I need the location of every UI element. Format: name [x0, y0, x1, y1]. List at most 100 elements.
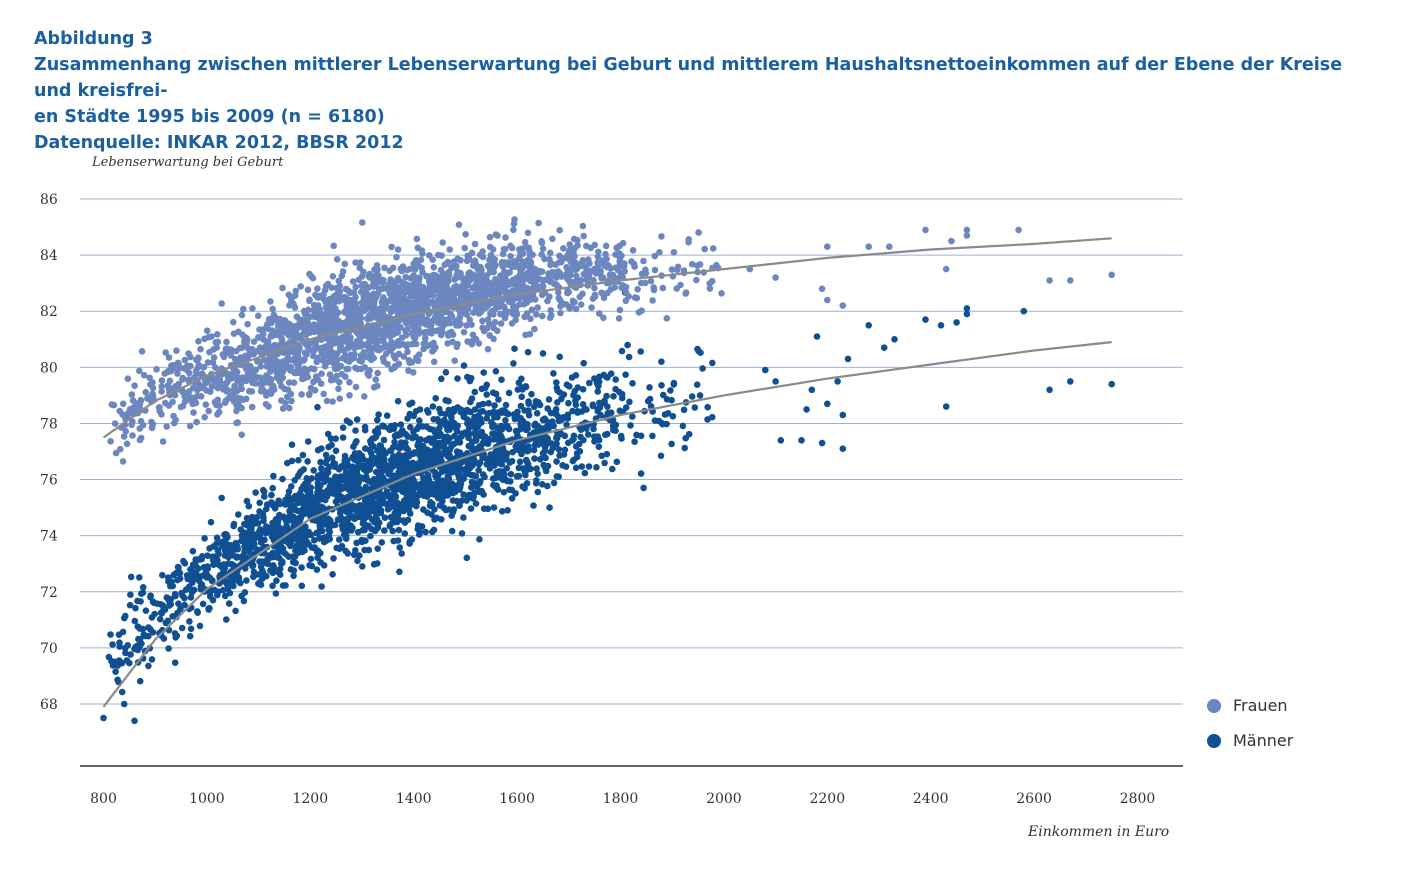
data-point-frauen: [619, 239, 627, 247]
data-point-maenner: [251, 540, 258, 548]
data-point-frauen: [107, 438, 114, 445]
data-point-frauen: [357, 259, 364, 266]
data-point-maenner: [270, 472, 277, 480]
data-point-maenner: [532, 420, 539, 428]
data-point-maenner: [301, 537, 308, 545]
data-point-maenner: [206, 593, 214, 600]
data-point-maenner: [149, 629, 157, 636]
data-point-maenner: [492, 368, 500, 375]
data-point-maenner: [464, 431, 471, 439]
data-point-frauen: [647, 277, 655, 285]
data-point-frauen: [119, 400, 127, 408]
data-point-maenner: [118, 688, 126, 696]
data-point-maenner: [291, 477, 299, 484]
data-point-maenner: [307, 555, 315, 563]
data-point-maenner: [159, 571, 166, 579]
data-point-frauen: [343, 321, 350, 328]
data-point-frauen: [824, 243, 831, 250]
legend-swatch-frauen: [1207, 698, 1221, 713]
data-point-maenner: [354, 557, 361, 565]
data-point-frauen: [454, 268, 462, 276]
data-point-maenner: [112, 668, 119, 675]
data-point-frauen: [353, 338, 361, 345]
data-point-frauen: [522, 331, 529, 339]
data-point-maenner: [589, 402, 597, 410]
data-point-maenner: [306, 562, 313, 569]
data-point-maenner: [585, 463, 593, 470]
data-point-frauen: [339, 268, 347, 275]
data-point-frauen: [222, 397, 230, 405]
data-point-maenner: [476, 536, 483, 543]
data-point-frauen: [600, 314, 607, 322]
legend-item-frauen: Frauen: [1207, 688, 1293, 723]
data-point-maenner: [411, 461, 418, 469]
data-point-frauen: [334, 339, 341, 347]
data-point-maenner: [145, 624, 152, 631]
data-point-maenner: [536, 401, 544, 409]
data-point-maenner: [402, 439, 409, 447]
data-point-frauen: [290, 379, 298, 387]
data-point-frauen: [709, 245, 717, 252]
data-point-frauen: [193, 392, 201, 400]
data-point-frauen: [410, 333, 417, 341]
data-point-maenner: [524, 460, 532, 468]
data-point-maenner: [384, 462, 391, 469]
data-point-frauen: [477, 274, 485, 282]
data-point-maenner: [116, 639, 123, 646]
data-point-frauen: [197, 384, 205, 391]
data-point-maenner: [109, 641, 116, 648]
data-point-maenner: [464, 459, 471, 467]
data-point-maenner: [556, 353, 563, 361]
data-point-frauen: [507, 242, 514, 250]
data-point-frauen: [389, 295, 397, 303]
data-point-frauen: [343, 365, 351, 373]
data-point-maenner: [351, 484, 358, 492]
data-point-frauen: [1046, 277, 1053, 284]
data-point-maenner: [436, 405, 443, 413]
data-point-frauen: [158, 388, 165, 395]
data-point-maenner: [448, 527, 456, 535]
data-point-maenner: [640, 484, 647, 492]
data-point-frauen: [611, 284, 618, 291]
data-point-frauen: [558, 273, 565, 280]
data-point-maenner: [477, 430, 485, 438]
data-point-maenner: [574, 409, 581, 416]
data-point-maenner: [227, 542, 235, 549]
data-point-frauen: [573, 265, 581, 273]
data-point-maenner: [460, 514, 467, 521]
data-point-maenner: [187, 625, 195, 633]
data-point-maenner: [460, 413, 468, 421]
data-point-maenner: [480, 439, 487, 446]
data-point-maenner: [528, 390, 535, 398]
data-point-frauen: [214, 331, 221, 338]
data-point-maenner: [517, 418, 524, 426]
data-point-frauen: [618, 284, 625, 292]
data-point-maenner: [524, 421, 531, 428]
data-point-maenner: [127, 591, 134, 598]
data-point-maenner: [525, 411, 533, 419]
data-point-frauen: [322, 310, 330, 317]
data-point-maenner: [247, 520, 255, 528]
data-point-frauen: [286, 404, 293, 412]
data-point-frauen: [129, 432, 136, 439]
data-point-maenner: [693, 381, 701, 389]
data-point-frauen: [313, 358, 321, 366]
data-point-maenner: [368, 455, 376, 462]
data-point-frauen: [560, 255, 567, 262]
data-point-frauen: [341, 260, 349, 268]
data-point-maenner: [259, 567, 266, 574]
data-point-frauen: [400, 353, 408, 360]
data-point-frauen: [357, 314, 365, 322]
data-point-maenner: [121, 614, 128, 622]
data-point-maenner: [579, 386, 587, 393]
data-point-maenner: [304, 458, 311, 465]
data-point-maenner: [1020, 307, 1028, 315]
data-point-maenner: [545, 425, 552, 433]
data-point-frauen: [439, 239, 447, 246]
data-point-maenner: [361, 497, 369, 505]
data-point-maenner: [407, 423, 414, 431]
data-point-frauen: [419, 250, 426, 257]
data-point-frauen: [238, 311, 246, 319]
data-point-maenner: [560, 391, 568, 398]
data-point-maenner: [334, 478, 342, 485]
